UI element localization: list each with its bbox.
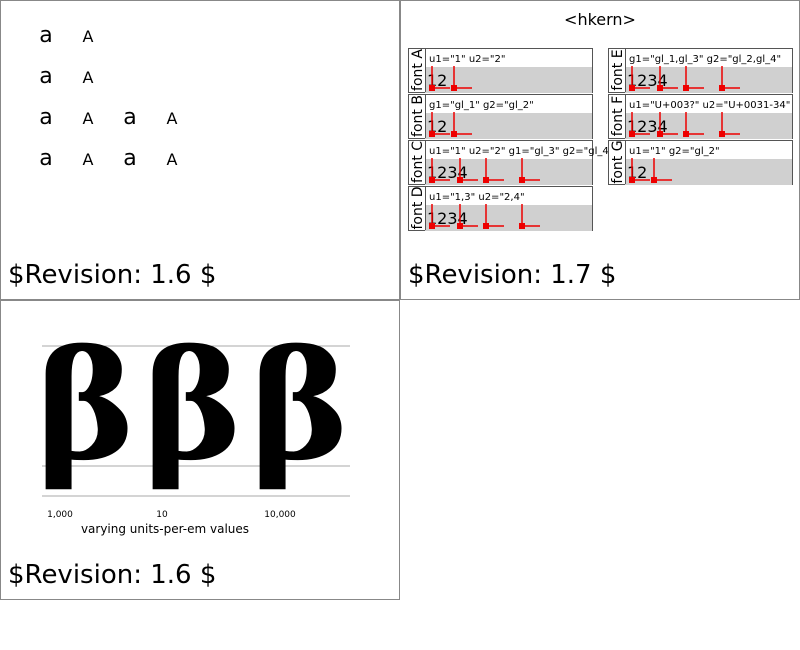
font-label: font F bbox=[610, 96, 626, 136]
beta-glyph: β bbox=[143, 318, 243, 494]
kern-mark bbox=[629, 131, 635, 137]
sample-area bbox=[425, 113, 592, 139]
attrs-label: u1="1" u2="2" g1="gl_3" g2="gl_4" bbox=[429, 146, 613, 157]
attrs-label: g1="gl_1" g2="gl_2" bbox=[429, 100, 534, 111]
attrs-label: u1="1" u2="2" bbox=[429, 54, 505, 65]
font-label: font E bbox=[610, 49, 626, 90]
kern-mark bbox=[719, 131, 725, 137]
sample-area bbox=[625, 159, 792, 185]
glyph: a bbox=[123, 146, 136, 171]
sample-area bbox=[425, 159, 592, 185]
attrs-label: u1="U+003?" u2="U+0031-34" bbox=[629, 100, 790, 111]
beta-glyph: β bbox=[36, 318, 136, 494]
sample-area bbox=[425, 67, 592, 93]
font-label: font C bbox=[410, 141, 426, 183]
glyph: a bbox=[39, 146, 52, 171]
glyph: A bbox=[83, 150, 94, 169]
beta-glyph: β bbox=[250, 318, 350, 494]
kern-mark bbox=[519, 223, 525, 229]
kern-mark bbox=[657, 85, 663, 91]
upem-label: 10 bbox=[156, 510, 168, 520]
sample-area bbox=[425, 205, 592, 231]
panel-border bbox=[0, 300, 400, 600]
kern-mark bbox=[651, 177, 657, 183]
kern-mark bbox=[451, 131, 457, 137]
font-label: font A bbox=[410, 49, 426, 91]
revision: $Revision: 1.6 $ bbox=[8, 260, 216, 290]
upem-label: 10,000 bbox=[264, 510, 296, 520]
kern-mark bbox=[451, 85, 457, 91]
attrs-label: u1="1" g2="gl_2" bbox=[629, 146, 720, 157]
kern-mark bbox=[457, 177, 463, 183]
sample-area bbox=[625, 113, 792, 139]
font-label: font D bbox=[410, 186, 426, 229]
glyph: A bbox=[167, 109, 178, 128]
kern-mark bbox=[483, 177, 489, 183]
kern-mark bbox=[457, 223, 463, 229]
revision: $Revision: 1.6 $ bbox=[8, 560, 216, 590]
glyph: a bbox=[39, 23, 52, 48]
kern-mark bbox=[429, 85, 435, 91]
kern-mark bbox=[483, 223, 489, 229]
kern-mark bbox=[429, 131, 435, 137]
kern-mark bbox=[683, 85, 689, 91]
glyph: a bbox=[39, 105, 52, 130]
kern-mark bbox=[629, 85, 635, 91]
attrs-label: u1="1,3" u2="2,4" bbox=[429, 192, 525, 203]
glyph: a bbox=[123, 105, 136, 130]
panel-border bbox=[0, 0, 400, 300]
kern-mark bbox=[683, 131, 689, 137]
kern-mark bbox=[719, 85, 725, 91]
kern-mark bbox=[657, 131, 663, 137]
font-label: font B bbox=[410, 95, 426, 137]
sample-area bbox=[625, 67, 792, 93]
glyph: a bbox=[39, 64, 52, 89]
kern-mark bbox=[629, 177, 635, 183]
upem-label: 1,000 bbox=[47, 510, 73, 520]
font-label: font G bbox=[610, 140, 626, 183]
glyph: A bbox=[83, 27, 94, 46]
revision: $Revision: 1.7 $ bbox=[408, 260, 616, 290]
kern-mark bbox=[519, 177, 525, 183]
panel-title: <hkern> bbox=[564, 10, 636, 29]
kern-mark bbox=[429, 223, 435, 229]
caption: varying units-per-em values bbox=[81, 522, 249, 536]
glyph: A bbox=[83, 68, 94, 87]
attrs-label: g1="gl_1,gl_3" g2="gl_2,gl_4" bbox=[629, 54, 781, 65]
glyph: A bbox=[167, 150, 178, 169]
glyph: A bbox=[83, 109, 94, 128]
kern-mark bbox=[429, 177, 435, 183]
